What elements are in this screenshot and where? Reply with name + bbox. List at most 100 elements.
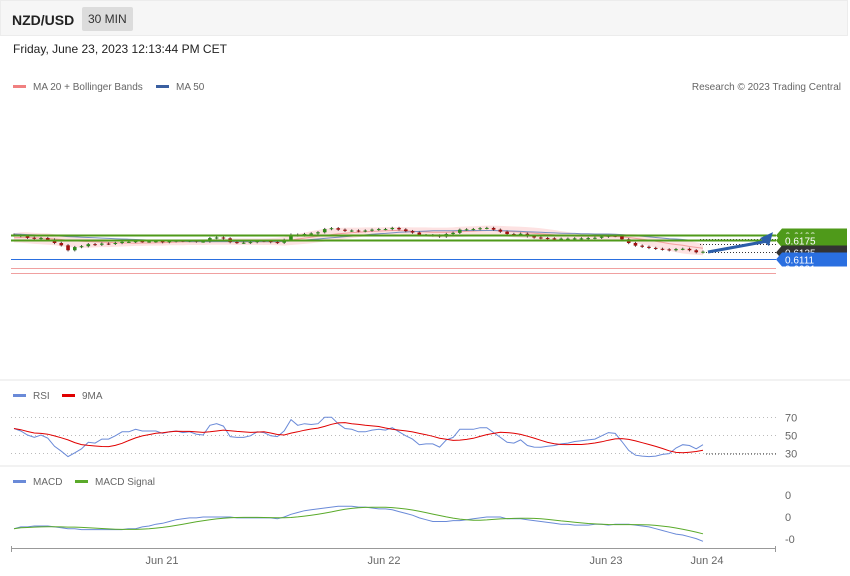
x-axis-label: Jun 23: [589, 555, 622, 567]
candle-body: [680, 248, 685, 250]
candle-body: [701, 251, 705, 253]
x-axis-label: Jun 22: [367, 555, 400, 567]
candle-body: [322, 229, 327, 233]
candle-body: [485, 227, 489, 229]
candle-body: [532, 236, 536, 238]
candle-body: [403, 229, 408, 232]
candle-body: [491, 227, 496, 230]
candle-body: [72, 247, 77, 251]
x-axis-label: Jun 24: [690, 555, 723, 567]
candle-body: [39, 238, 43, 240]
x-axis-label: Jun 21: [145, 555, 178, 567]
candle-body: [498, 229, 503, 232]
candle-body: [458, 229, 462, 233]
candle-body: [201, 241, 205, 243]
price-level-label: 0.6081: [785, 265, 816, 276]
macd-tick: 0: [785, 512, 791, 524]
candle-body: [667, 249, 672, 251]
timestamp: Friday, June 23, 2023 12:13:44 PM CET: [13, 42, 227, 56]
rsi-line: [13, 416, 704, 458]
candle-body: [370, 229, 374, 231]
candle-body: [363, 230, 368, 232]
candle-body: [451, 232, 455, 235]
candle-body: [552, 238, 557, 240]
candle-body: [653, 247, 658, 249]
candle-body: [32, 237, 37, 239]
legend-swatch: [156, 85, 169, 88]
candle-body: [579, 238, 584, 240]
candle-body: [464, 229, 469, 231]
legend-swatch: [13, 480, 26, 483]
macd-tick: -0: [785, 534, 795, 546]
candle-body: [376, 229, 381, 231]
candle-body: [572, 238, 577, 240]
candle-body: [147, 241, 151, 243]
candle-body: [687, 248, 692, 251]
candle-body: [647, 246, 651, 248]
candle-body: [505, 231, 509, 235]
legend-ma20-bb: MA 20 + Bollinger Bands: [33, 82, 143, 93]
candle-body: [86, 244, 91, 247]
candle-body: [66, 245, 70, 251]
candle-body: [478, 228, 482, 230]
candle-body: [694, 250, 699, 253]
candle-body: [633, 243, 638, 246]
candle-body: [410, 231, 415, 233]
price-tag-0.6111: [776, 252, 847, 267]
candle-body: [241, 242, 246, 244]
candle-body: [248, 242, 253, 244]
candle-body: [45, 238, 50, 240]
candle-body: [93, 244, 97, 246]
candle-body: [390, 227, 395, 230]
candle-body: [383, 229, 388, 231]
macd-line: [13, 505, 704, 542]
candle-body: [214, 237, 219, 239]
candle-body: [309, 233, 314, 235]
legend-ma50: MA 50: [176, 82, 205, 93]
credit-text: Research © 2023 Trading Central: [692, 82, 841, 93]
candle-body: [268, 240, 273, 243]
forecast-arrow: [707, 239, 768, 254]
candle-body: [167, 241, 172, 243]
candle-body: [113, 243, 118, 245]
legend-swatch: [13, 394, 26, 397]
candle-body: [336, 228, 341, 230]
candle-body: [106, 243, 111, 245]
price-tag-0.6175: [776, 233, 847, 248]
candle-body: [545, 238, 550, 240]
candle-body: [120, 241, 124, 244]
rsi-tick: 70: [785, 413, 797, 425]
legend-swatch: [62, 394, 75, 397]
candle-body: [79, 246, 84, 248]
currency-pair-title: NZD/USD: [12, 12, 75, 28]
candle-body: [275, 242, 280, 244]
macd-tick: 0: [785, 490, 791, 502]
macd-signal-line: [13, 506, 704, 535]
candle-body: [59, 243, 64, 246]
header-bar: NZD/USD 30 MIN: [0, 0, 848, 36]
candle-body: [316, 232, 320, 234]
candle-body: [586, 238, 590, 240]
candle-body: [349, 230, 354, 232]
candle-body: [397, 227, 401, 230]
candle-body: [566, 238, 570, 240]
candle-body: [674, 249, 678, 251]
legend-swatch: [13, 85, 26, 88]
candle-body: [133, 241, 138, 243]
candle-body: [539, 237, 543, 239]
rsi-9ma-line: [13, 422, 704, 454]
candle-body: [127, 241, 131, 243]
legend-rsi-9ma: 9MA: [82, 391, 103, 402]
candle-body: [620, 236, 624, 240]
rsi-tick: 50: [785, 431, 797, 443]
rsi-tick: 30: [785, 449, 797, 461]
forecast-arrow-head: [760, 232, 773, 247]
candle-body: [25, 236, 30, 238]
candle-body: [140, 241, 145, 243]
legend-rsi: RSI: [33, 391, 50, 402]
legend-macd-signal: MACD Signal: [95, 477, 155, 488]
period-badge[interactable]: 30 MIN: [82, 7, 133, 31]
candle-body: [289, 234, 293, 240]
